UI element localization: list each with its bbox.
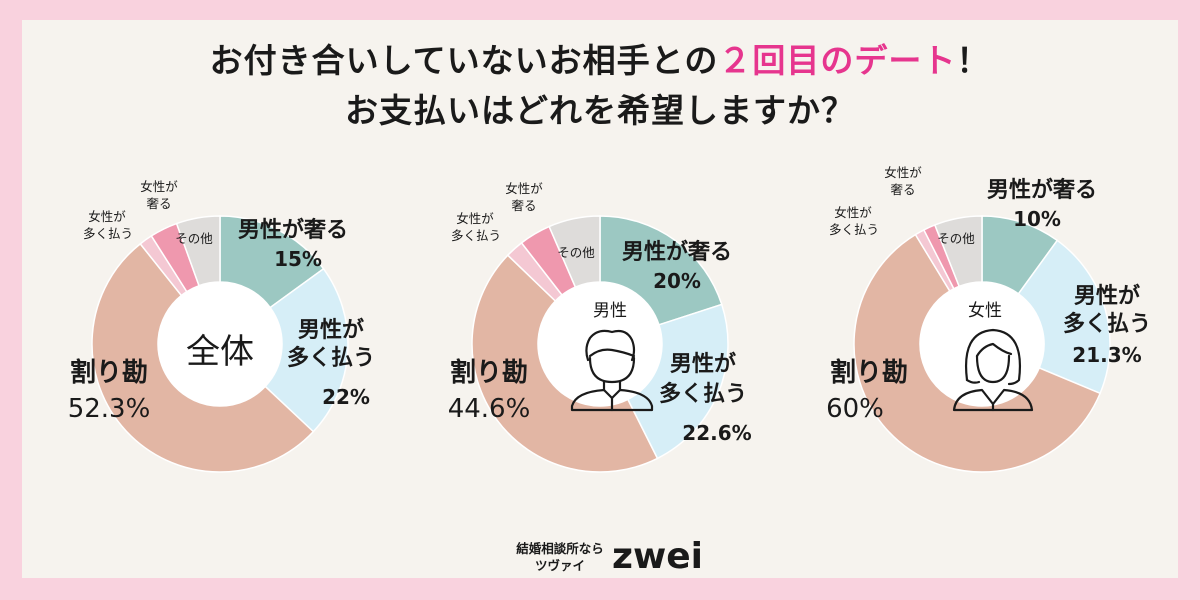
donut-hole <box>920 282 1044 406</box>
c2-women-pay-more-label-2: 多く払う <box>450 228 501 243</box>
zwei-logo-text: zwei <box>612 536 703 576</box>
c2-men-pay-more-label-2: 多く払う <box>658 382 747 407</box>
c3-men-pay-more-value: 21.3% <box>1072 343 1142 367</box>
title-line1-highlight: ２回目のデート <box>718 41 957 80</box>
title-line2: お支払いはどれを希望しますか？ <box>345 91 855 130</box>
footer-text-2: ツヴァイ <box>534 558 585 573</box>
c3-women-treat-label-1: 女性が <box>884 165 922 180</box>
donut-overall <box>91 215 349 473</box>
c2-split-label: 割り勘 <box>449 358 528 388</box>
man-icon <box>570 329 654 412</box>
chart-title: お付き合いしていないお相手との２回目のデート！ お支払いはどれを希望しますか？ <box>22 36 1178 136</box>
c3-men-pay-more-label-1: 男性が <box>1073 284 1140 309</box>
c1-other-label: その他 <box>175 231 213 246</box>
center-label-men: 男性 <box>593 301 627 321</box>
c1-women-pay-more-label-2: 多く払う <box>82 226 133 241</box>
c1-women-treat-label-1: 女性が <box>140 179 178 194</box>
zwei-logo: zwei <box>612 536 703 576</box>
slice-men-treat <box>599 215 723 326</box>
c2-men-pay-more-value: 22.6% <box>682 421 752 445</box>
donut-hole <box>538 282 662 406</box>
c2-women-treat-label-2: 奢る <box>511 198 537 213</box>
c3-women-pay-more-label-1: 女性が <box>834 205 872 220</box>
footer-text-1: 結婚相談所なら <box>516 541 604 556</box>
title-line1-suffix: ！ <box>956 41 991 80</box>
c2-men-treat-label: 男性が奢る <box>621 240 732 265</box>
c3-women-pay-more-label-2: 多く払う <box>828 222 879 237</box>
c1-women-treat-label-2: 奢る <box>146 196 172 211</box>
c3-other-label: その他 <box>937 231 975 246</box>
c3-men-pay-more-label-2: 多く払う <box>1062 312 1151 337</box>
donut-hole <box>158 282 282 406</box>
c2-women-treat-label-1: 女性が <box>505 181 543 196</box>
donut-women <box>853 215 1111 473</box>
infographic-panel: お付き合いしていないお相手との２回目のデート！ お支払いはどれを希望しますか？ … <box>22 20 1178 578</box>
c3-men-treat-label: 男性が奢る <box>986 178 1097 203</box>
c2-men-treat-value: 20% <box>653 269 701 293</box>
c1-men-pay-more-label-1: 男性が <box>297 318 364 343</box>
donut-charts <box>91 215 1111 473</box>
c1-split-value: 52.3% <box>67 394 151 424</box>
c2-men-pay-more-label-1: 男性が <box>669 352 736 377</box>
center-label-women: 女性 <box>968 301 1002 321</box>
woman-icon <box>952 328 1034 412</box>
c1-women-pay-more-label-1: 女性が <box>88 209 126 224</box>
c3-split-value: 60% <box>826 394 884 424</box>
c1-split-label: 割り勘 <box>69 358 148 388</box>
c1-men-pay-more-label-2: 多く払う <box>286 346 375 371</box>
c1-men-treat-value: 15% <box>274 247 322 271</box>
c2-women-pay-more-label-1: 女性が <box>456 211 494 226</box>
c3-men-treat-value: 10% <box>1013 207 1061 231</box>
center-label-overall: 全体 <box>186 332 254 372</box>
c2-other-label: その他 <box>557 245 595 260</box>
c2-split-value: 44.6% <box>447 394 531 424</box>
title-line1-prefix: お付き合いしていないお相手との <box>209 41 719 80</box>
slice-split <box>471 254 659 473</box>
c3-split-label: 割り勘 <box>829 358 908 388</box>
donut-men <box>471 215 729 473</box>
c1-men-treat-label: 男性が奢る <box>237 218 348 243</box>
c1-men-pay-more-value: 22% <box>322 385 370 409</box>
c3-women-treat-label-2: 奢る <box>890 182 916 197</box>
